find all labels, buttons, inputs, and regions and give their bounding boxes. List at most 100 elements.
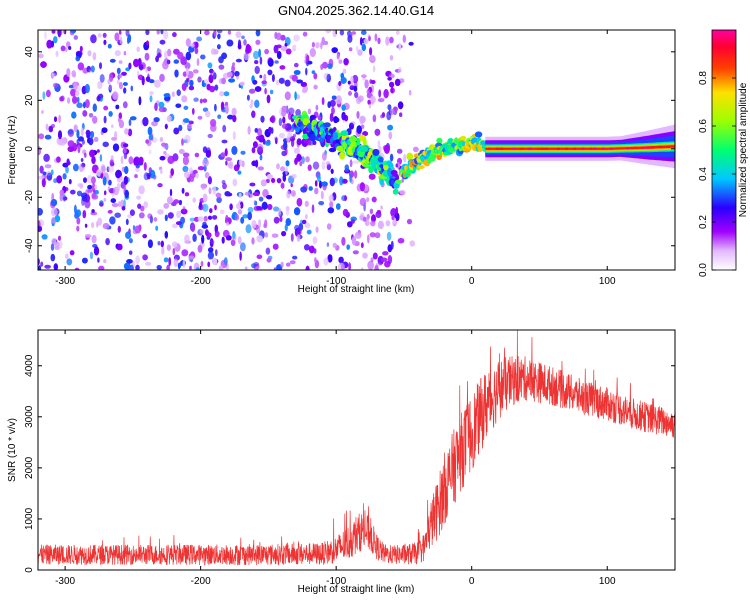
spectrogram-noise-blob [103, 197, 107, 202]
spectrogram-noise-blob [232, 178, 238, 187]
spectrogram-noise-blob [305, 214, 308, 220]
spectrogram-noise-blob [292, 255, 298, 260]
spectrogram-noise-blob [176, 210, 182, 219]
spectrogram-y-tick-label: -20 [24, 190, 35, 205]
spectrogram-noise-blob [45, 123, 49, 131]
snr-x-tick-label: 0 [469, 576, 475, 587]
spectrogram-noise-blob [113, 186, 119, 196]
spectrogram-noise-blob [313, 84, 318, 90]
spectrogram-noise-blob [315, 42, 320, 49]
spectrogram-noise-blob [389, 153, 394, 162]
spectrogram-noise-blob [354, 231, 362, 239]
spectrogram-noise-blob [74, 267, 80, 270]
spectrogram-noise-blob [397, 101, 404, 110]
spectrogram-noise-blob [296, 234, 301, 242]
spectrogram-noise-blob [166, 59, 171, 65]
spectrogram-noise-blob [50, 199, 58, 207]
snr-series-line [38, 330, 675, 566]
spectrogram-noise-blob [65, 47, 68, 52]
spectrogram-signal-blob [377, 156, 384, 163]
spectrogram-noise-blob [192, 197, 196, 203]
snr-y-tick-label: 1000 [24, 507, 35, 530]
spectrogram-noise-blob [86, 194, 90, 199]
spectrogram-noise-blob [290, 183, 293, 188]
spectrogram-noise-blob [367, 260, 374, 270]
spectrogram-noise-blob [311, 70, 316, 74]
spectrogram-noise-blob [76, 96, 80, 104]
spectrogram-noise-blob [38, 208, 43, 216]
spectrogram-noise-blob [362, 131, 368, 137]
spectrogram-noise-blob [273, 206, 280, 212]
spectrogram-noise-blob [127, 128, 133, 137]
spectrogram-noise-blob [225, 104, 229, 114]
spectrogram-noise-blob [264, 219, 268, 229]
spectrogram-noise-blob [130, 85, 134, 92]
spectrogram-noise-blob [367, 234, 370, 244]
spectrogram-noise-blob [166, 196, 173, 205]
spectrogram-noise-blob [202, 158, 209, 167]
spectrogram-noise-blob [212, 258, 218, 265]
snr-y-tick-label: 0 [24, 567, 35, 573]
spectrogram-noise-blob [281, 231, 287, 237]
spectrogram-noise-blob [118, 82, 123, 90]
spectrogram-noise-blob [186, 77, 190, 83]
spectrogram-signal-blob [519, 147, 524, 150]
spectrogram-noise-blob [307, 164, 312, 171]
spectrogram-noise-blob [294, 91, 297, 101]
spectrogram-noise-blob [124, 166, 129, 175]
spectrogram-noise-blob [401, 178, 404, 183]
spectrogram-noise-blob [147, 126, 153, 136]
spectrogram-noise-blob [201, 80, 205, 87]
spectrogram-noise-blob [259, 74, 263, 79]
spectrogram-noise-blob [294, 157, 298, 165]
spectrogram-noise-blob [286, 262, 291, 267]
spectrogram-noise-blob [188, 85, 195, 91]
spectrogram-noise-blob [192, 108, 195, 115]
spectrogram-signal-blob [340, 130, 349, 137]
spectrogram-noise-blob [222, 124, 227, 133]
spectrogram-noise-blob [163, 203, 169, 209]
spectrogram-noise-blob [336, 203, 341, 210]
spectrogram-noise-blob [199, 201, 203, 209]
spectrogram-noise-blob [346, 244, 351, 250]
spectrogram-noise-blob [127, 34, 132, 43]
spectrogram-signal-blob [447, 138, 454, 145]
spectrogram-noise-blob [91, 156, 96, 165]
spectrogram-noise-blob [338, 81, 342, 87]
spectrogram-noise-blob [42, 91, 46, 100]
spectrogram-noise-blob [192, 69, 199, 74]
spectrogram-noise-blob [123, 176, 128, 185]
spectrogram-noise-blob [173, 258, 178, 268]
spectrogram-noise-blob [221, 139, 228, 144]
spectrogram-noise-blob [140, 205, 145, 212]
spectrogram-noise-blob [409, 240, 415, 247]
spectrogram-noise-blob [126, 259, 133, 264]
spectrogram-noise-blob [73, 81, 78, 91]
spectrogram-noise-blob [258, 48, 261, 58]
spectrogram-noise-blob [190, 43, 195, 48]
spectrogram-noise-blob [69, 250, 75, 256]
spectrogram-noise-blob [83, 177, 87, 183]
spectrogram-noise-blob [55, 50, 59, 58]
spectrogram-noise-blob [80, 158, 84, 162]
spectrogram-noise-blob [294, 207, 301, 216]
spectrogram-noise-blob [347, 80, 351, 85]
spectrogram-noise-blob [266, 173, 273, 180]
spectrogram-noise-blob [197, 115, 203, 120]
spectrogram-noise-blob [304, 222, 311, 229]
spectrogram-noise-blob [293, 70, 301, 75]
spectrogram-noise-band [38, 30, 419, 270]
spectrogram-noise-blob [314, 187, 319, 195]
spectrogram-noise-blob [285, 218, 291, 226]
spectrogram-noise-blob [260, 115, 265, 123]
spectrogram-noise-blob [145, 30, 150, 36]
spectrogram-noise-blob [231, 214, 235, 219]
spectrogram-noise-blob [82, 110, 88, 117]
spectrogram-noise-blob [377, 98, 385, 103]
spectrogram-noise-blob [385, 36, 390, 46]
spectrogram-noise-blob [141, 76, 145, 86]
spectrogram-noise-blob [257, 146, 263, 155]
spectrogram-noise-blob [78, 136, 84, 142]
spectrogram-noise-blob [247, 211, 252, 221]
spectrogram-noise-blob [88, 137, 94, 146]
